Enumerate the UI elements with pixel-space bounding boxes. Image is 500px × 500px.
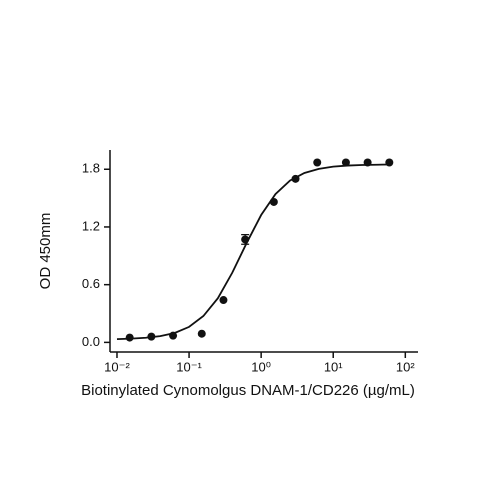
x-tick-label: 10⁻² — [104, 359, 130, 374]
x-tick-label: 10⁰ — [251, 359, 271, 374]
fit-curve — [116, 163, 391, 341]
y-tick-label: 0.0 — [82, 334, 100, 349]
x-tick-label: 10⁻¹ — [176, 359, 202, 374]
x-axis-title: Biotinylated Cynomolgus DNAM-1/CD226 (µg… — [81, 382, 415, 399]
data-point — [219, 296, 228, 305]
x-tick-label: 10¹ — [324, 359, 343, 374]
y-tick-label: 1.8 — [82, 161, 100, 176]
data-point — [341, 158, 350, 167]
data-point — [197, 329, 206, 338]
y-axis-title: OD 450mm — [37, 213, 54, 290]
x-tick-label: 10² — [396, 359, 415, 374]
data-point — [313, 158, 322, 167]
y-tick-label: 1.2 — [82, 218, 100, 233]
y-tick-label: 0.6 — [82, 276, 100, 291]
data-point — [125, 333, 134, 342]
